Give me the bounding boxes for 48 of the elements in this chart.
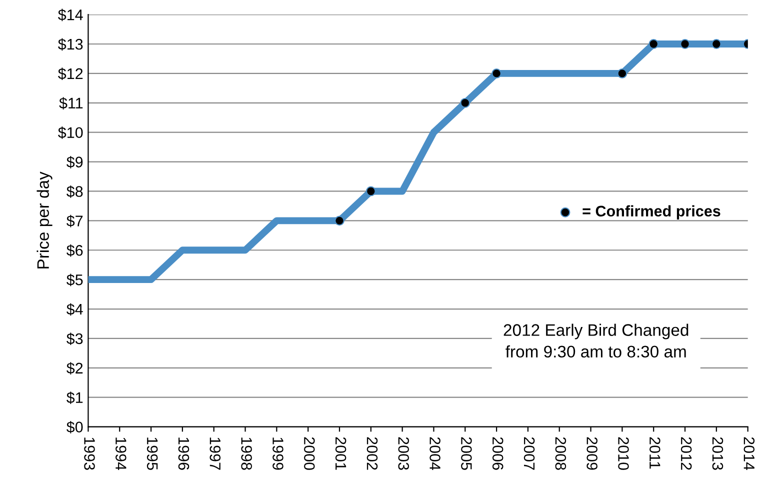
y-tick-label: $14 [58,8,83,22]
y-tick-label: $7 [66,214,83,228]
x-tick-label: 2005 [461,437,472,470]
point [648,39,659,49]
annotation: 2012 Early Bird Changed from 9:30 am to 8:30 am [504,324,688,358]
y-tick-label: $1 [66,392,83,404]
y-tick-label: $12 [58,68,83,80]
x-tick-label: 2001 [335,437,346,470]
y-tick-label: $8 [66,185,83,198]
x-tick-label: 2008 [555,437,566,470]
x-tick-label: 1993 [84,438,95,470]
x-tick-label: 2012 [680,437,692,470]
x-tick-label: 1998 [241,438,252,470]
y-tick-label: $13 [58,38,83,51]
x-tick-label: 2003 [398,437,410,470]
x-tick-label: 2009 [586,437,598,470]
x-tick-label: 2004 [430,437,440,470]
point [492,68,502,78]
x-tick-label: 1996 [178,438,190,470]
point [334,216,344,226]
point [460,98,470,108]
y-tick-label: $11 [59,97,83,110]
x-tick-label: 1995 [146,438,158,470]
x-tick-label: 1994 [116,438,126,470]
y-tick-label: $3 [66,332,83,346]
x-tick-label: 1999 [272,438,284,470]
x-tick-label: 2011 [649,437,660,469]
x-tick-label: 1997 [210,438,221,470]
point [680,39,690,49]
x-tick-label: 2000 [304,437,315,470]
point [711,39,722,49]
y-tick-label: $2 [66,362,83,375]
x-tick-label: 2010 [618,437,629,470]
x-tick-label: 2014 [744,437,755,470]
y-tick-label: $9 [66,156,83,168]
x-tick-label: 2006 [492,437,504,470]
legend-label: = Confirmed prices [582,205,720,220]
y-axis-title: Price per day [36,172,52,268]
y-tick-label: $10 [58,126,83,139]
y-tick-label: $4 [66,303,83,316]
x-tick-label: 2013 [712,437,724,470]
point [617,68,628,78]
y-tick-label: $0 [66,421,83,434]
y-tick-label: $5 [66,274,83,286]
point [366,186,376,196]
y-tick-label: $6 [66,244,83,257]
x-tick-label: 2007 [524,437,535,470]
x-tick-label: 2002 [366,437,378,470]
